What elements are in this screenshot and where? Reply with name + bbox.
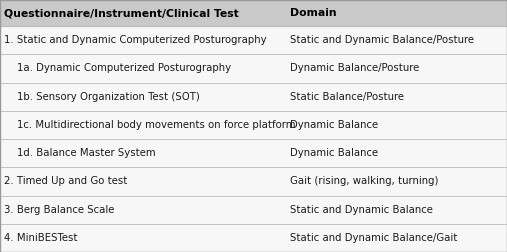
Bar bbox=[0, 26, 507, 54]
Bar bbox=[0, 54, 507, 82]
Text: Static and Dynamic Balance/Posture: Static and Dynamic Balance/Posture bbox=[290, 35, 474, 45]
Text: Static Balance/Posture: Static Balance/Posture bbox=[290, 92, 404, 102]
Text: 1c. Multidirectional body movements on force platform: 1c. Multidirectional body movements on f… bbox=[4, 120, 296, 130]
Text: Dynamic Balance: Dynamic Balance bbox=[290, 148, 378, 158]
Bar bbox=[0, 111, 507, 139]
Text: 1b. Sensory Organization Test (SOT): 1b. Sensory Organization Test (SOT) bbox=[4, 92, 200, 102]
Text: 1. Static and Dynamic Computerized Posturography: 1. Static and Dynamic Computerized Postu… bbox=[4, 35, 267, 45]
Text: Questionnaire/Instrument/Clinical Test: Questionnaire/Instrument/Clinical Test bbox=[4, 8, 239, 18]
Text: 1a. Dynamic Computerized Posturography: 1a. Dynamic Computerized Posturography bbox=[4, 63, 231, 73]
Text: Static and Dynamic Balance: Static and Dynamic Balance bbox=[290, 205, 433, 215]
Bar bbox=[0, 0, 507, 26]
Bar bbox=[0, 139, 507, 167]
Text: Dynamic Balance: Dynamic Balance bbox=[290, 120, 378, 130]
Bar bbox=[0, 224, 507, 252]
Text: 2. Timed Up and Go test: 2. Timed Up and Go test bbox=[4, 176, 127, 186]
Text: Domain: Domain bbox=[290, 8, 337, 18]
Text: 3. Berg Balance Scale: 3. Berg Balance Scale bbox=[4, 205, 115, 215]
Bar bbox=[0, 82, 507, 111]
Text: Static and Dynamic Balance/Gait: Static and Dynamic Balance/Gait bbox=[290, 233, 457, 243]
Text: 1d. Balance Master System: 1d. Balance Master System bbox=[4, 148, 156, 158]
Text: Gait (rising, walking, turning): Gait (rising, walking, turning) bbox=[290, 176, 439, 186]
Text: 4. MiniBESTest: 4. MiniBESTest bbox=[4, 233, 78, 243]
Bar bbox=[0, 196, 507, 224]
Text: Dynamic Balance/Posture: Dynamic Balance/Posture bbox=[290, 63, 419, 73]
Bar bbox=[0, 167, 507, 196]
